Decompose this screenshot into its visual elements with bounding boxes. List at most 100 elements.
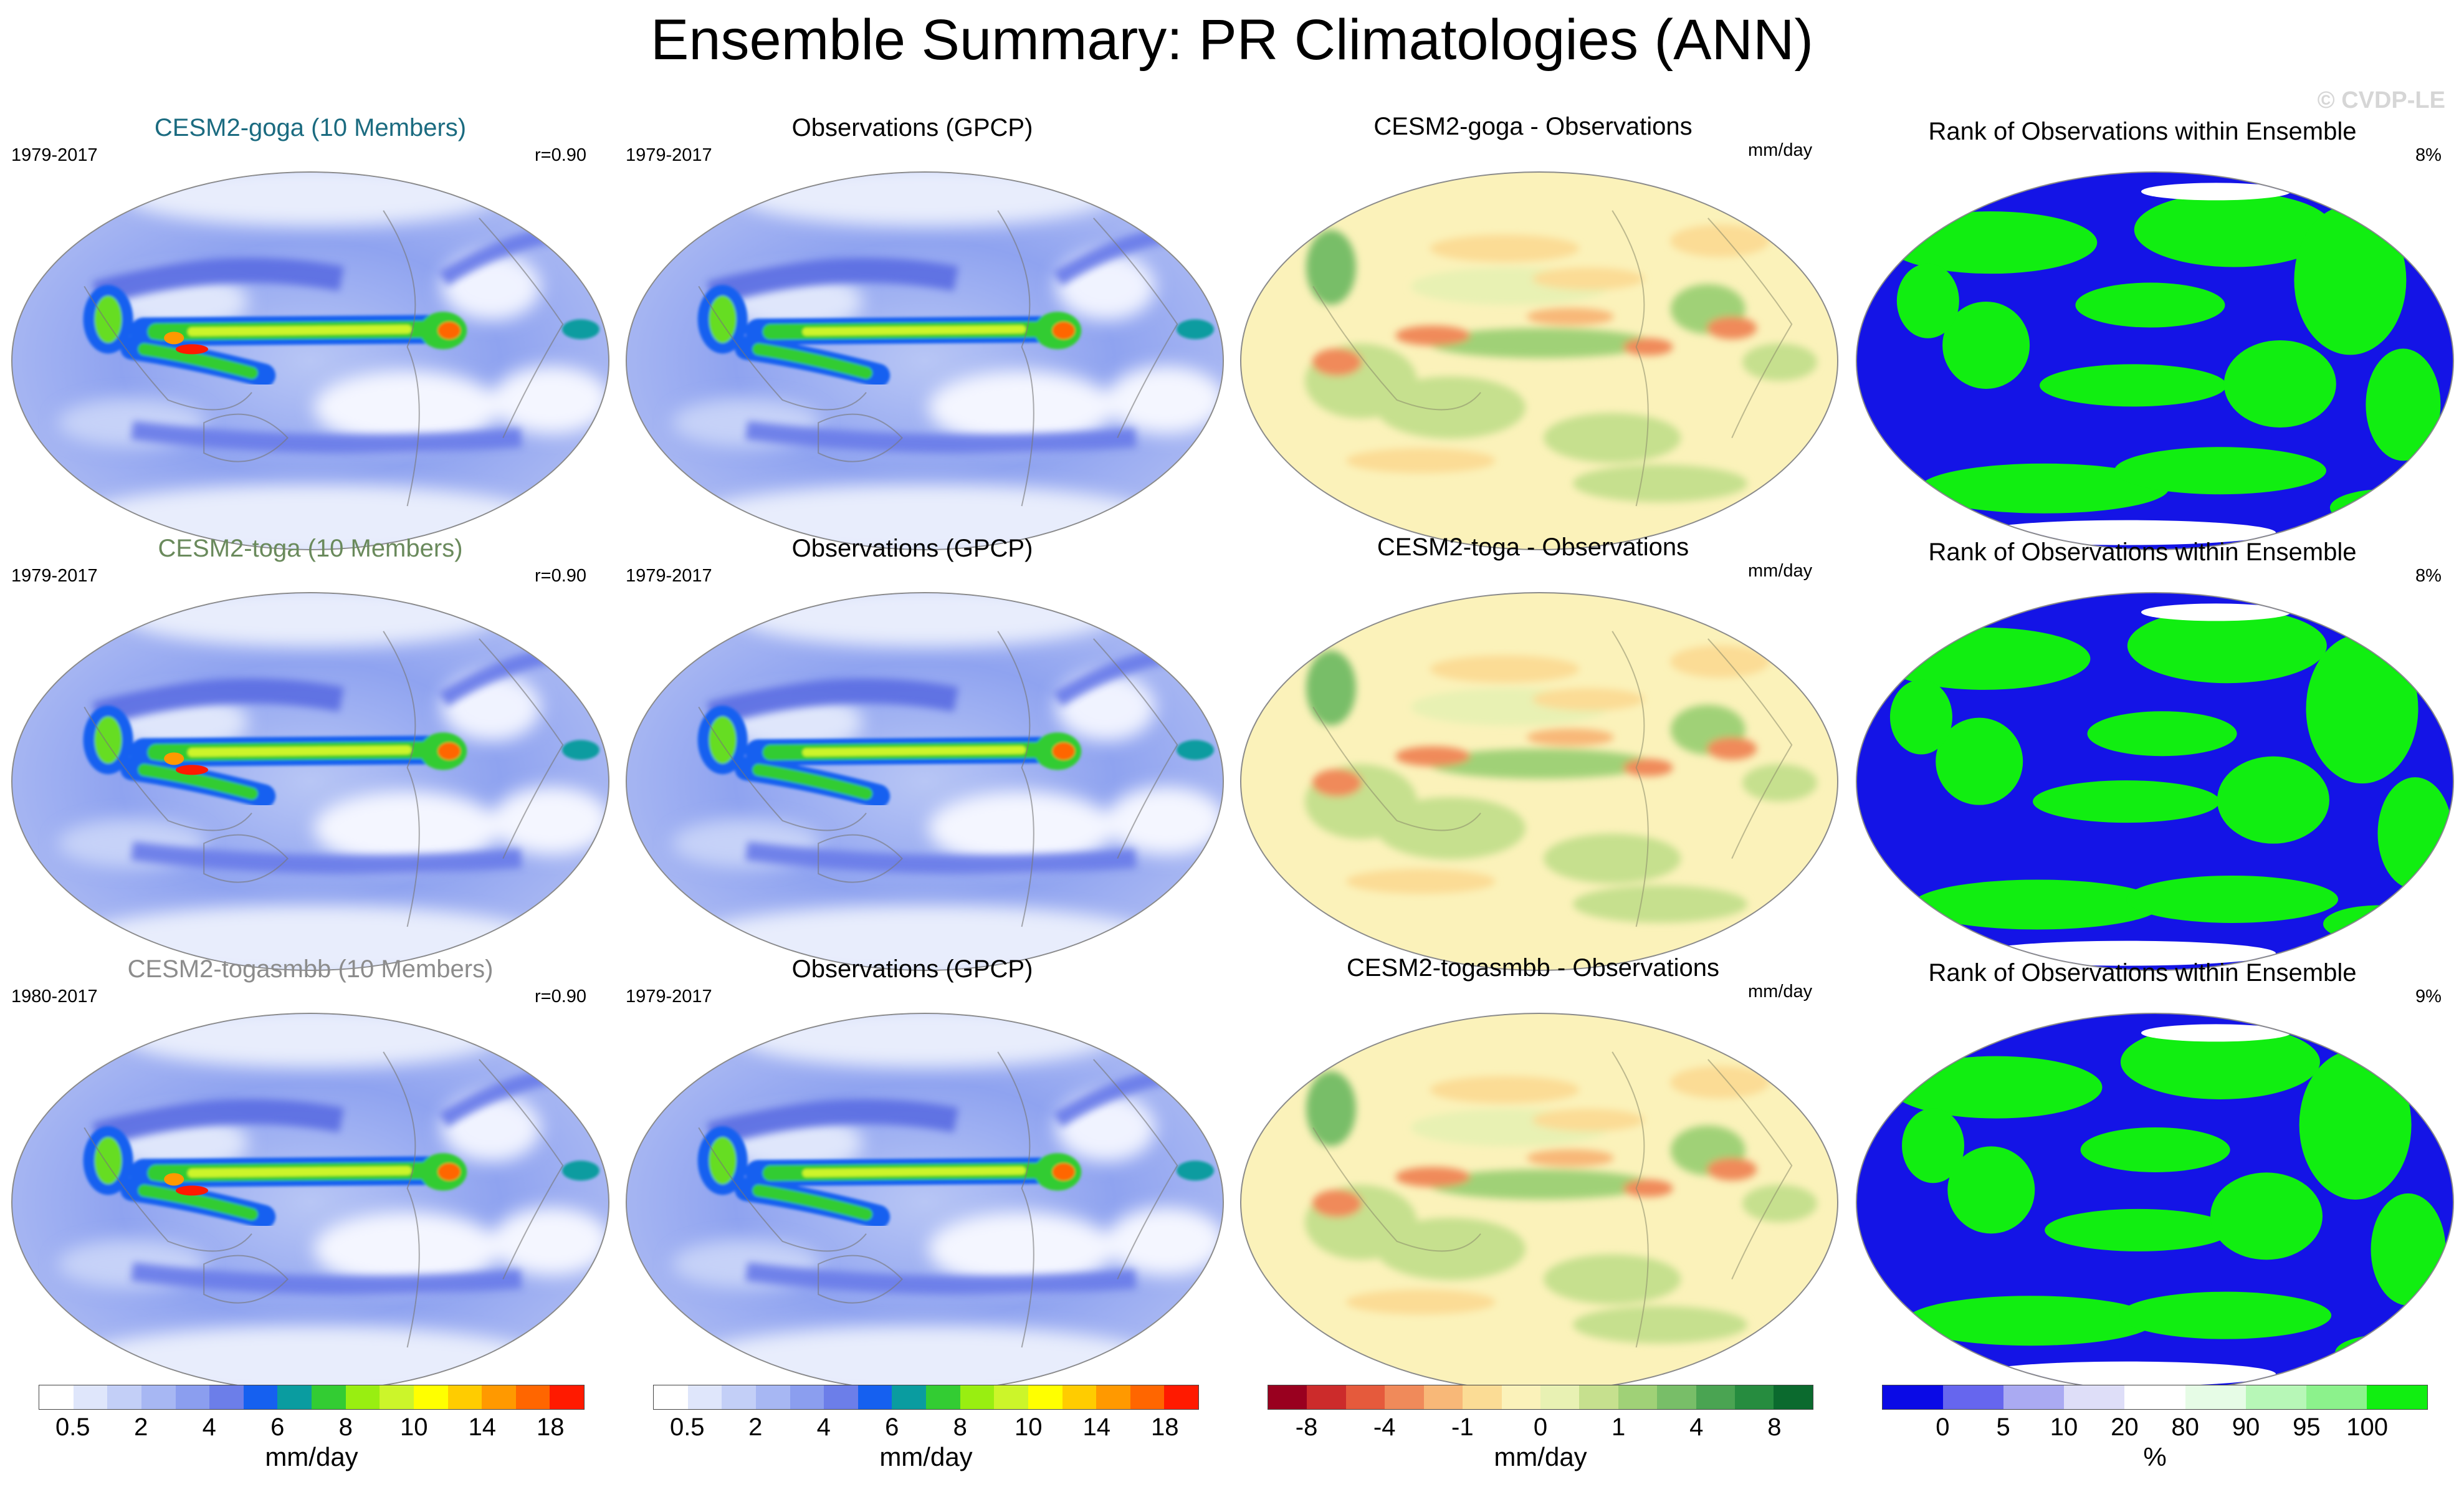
colorbar-swatch	[1657, 1385, 1696, 1409]
colorbar-tick-label: 8	[953, 1413, 967, 1441]
colorbar-tick-label: 5	[1996, 1413, 2010, 1441]
precip-colorbar	[39, 1385, 585, 1410]
rank-colorbar	[1882, 1385, 2428, 1410]
colorbar-tick-label: 0	[1533, 1413, 1548, 1441]
colorbar-tick-label: 8	[338, 1413, 353, 1441]
colorbar-tick-label: 4	[202, 1413, 216, 1441]
obs-title: Observations (GPCP)	[791, 955, 1033, 983]
colorbar-swatch	[413, 1385, 448, 1409]
colorbar-swatch	[2124, 1385, 2185, 1409]
ens-correlation: r=0.90	[535, 566, 587, 586]
colorbar-units: %	[2143, 1442, 2167, 1471]
observations-map	[626, 1013, 1224, 1392]
colorbar-tick-label: 8	[1767, 1413, 1782, 1441]
colorbar-swatch	[1618, 1385, 1658, 1409]
colorbar-tick-label: 80	[2171, 1413, 2199, 1441]
colorbar-swatch	[2064, 1385, 2125, 1409]
diff-title: CESM2-togasmbb - Observations	[1346, 954, 1719, 982]
colorbar-tick-label: 4	[1689, 1413, 1704, 1441]
colorbar-tick-label: 10	[1015, 1413, 1043, 1441]
observations-map	[626, 592, 1224, 971]
colorbar-tick-label: 14	[468, 1413, 497, 1441]
difference-map	[1240, 592, 1838, 971]
colorbar-swatch	[1943, 1385, 2004, 1409]
ensemble-mean-map	[11, 592, 609, 971]
colorbar-tick-label: 6	[270, 1413, 285, 1441]
colorbar-units: mm/day	[265, 1442, 358, 1471]
rank-percent: 8%	[2415, 566, 2442, 586]
obs-years: 1979-2017	[626, 145, 712, 165]
rank-map	[1856, 171, 2454, 550]
colorbar-swatch	[1774, 1385, 1813, 1409]
colorbar-tick-label: 1	[1612, 1413, 1626, 1441]
colorbar-swatch	[755, 1385, 790, 1409]
colorbar-swatch	[141, 1385, 176, 1409]
colorbar-swatch	[1463, 1385, 1502, 1409]
colorbar-tick-label: 0.5	[669, 1413, 705, 1441]
colorbar-swatch	[380, 1385, 414, 1409]
colorbar-swatch	[687, 1385, 722, 1409]
rank-title: Rank of Observations within Ensemble	[1928, 538, 2357, 566]
colorbar-tick-label: 20	[2111, 1413, 2139, 1441]
colorbar-tick-label: -4	[1373, 1413, 1396, 1441]
colorbar-tick-label: 18	[537, 1413, 565, 1441]
obs-years: 1979-2017	[626, 987, 712, 1006]
colorbar-swatch	[1735, 1385, 1774, 1409]
colorbar-swatch	[1130, 1385, 1165, 1409]
colorbar-swatch	[550, 1385, 584, 1409]
colorbar-tick-label: 18	[1151, 1413, 1179, 1441]
colorbar-swatch	[175, 1385, 210, 1409]
colorbar-swatch	[345, 1385, 380, 1409]
difference-map	[1240, 1013, 1838, 1392]
ens-years: 1980-2017	[11, 987, 98, 1006]
colorbar-swatch	[892, 1385, 926, 1409]
colorbar-swatch	[1028, 1385, 1062, 1409]
colorbar-tick-label: 0	[1936, 1413, 1950, 1441]
obs-years: 1979-2017	[626, 566, 712, 586]
ens-title: CESM2-toga (10 Members)	[158, 535, 463, 562]
colorbar-swatch	[209, 1385, 244, 1409]
colorbar-units: mm/day	[1494, 1442, 1587, 1471]
colorbar-swatch	[2366, 1385, 2427, 1409]
colorbar-swatch	[2185, 1385, 2246, 1409]
colorbar-swatch	[39, 1385, 74, 1409]
colorbar-swatch	[994, 1385, 1028, 1409]
colorbar-swatch	[243, 1385, 278, 1409]
colorbar-swatch	[722, 1385, 756, 1409]
colorbar-swatch	[73, 1385, 108, 1409]
colorbar-tick-label: 10	[400, 1413, 428, 1441]
colorbar-tick-label: 6	[885, 1413, 899, 1441]
diff-title: CESM2-goga - Observations	[1373, 113, 1693, 140]
colorbar-swatch	[960, 1385, 995, 1409]
obs-precip-colorbar	[653, 1385, 1199, 1410]
colorbar-swatch	[1579, 1385, 1618, 1409]
ensemble-mean-map	[11, 171, 609, 550]
colorbar-swatch	[654, 1385, 688, 1409]
diff-title: CESM2-toga - Observations	[1377, 533, 1689, 561]
ens-years: 1979-2017	[11, 145, 98, 165]
rank-percent: 9%	[2415, 987, 2442, 1006]
colorbar-tick-label: 14	[1082, 1413, 1111, 1441]
ens-title: CESM2-togasmbb (10 Members)	[127, 955, 494, 983]
colorbar-swatch	[1501, 1385, 1540, 1409]
obs-title: Observations (GPCP)	[791, 114, 1033, 141]
colorbar-tick-label: 90	[2232, 1413, 2260, 1441]
ensemble-mean-map	[11, 1013, 609, 1392]
rank-map	[1856, 592, 2454, 971]
diff-units: mm/day	[1748, 982, 1813, 1002]
colorbar-swatch	[1345, 1385, 1385, 1409]
diff-units: mm/day	[1748, 140, 1813, 160]
colorbar-swatch	[2003, 1385, 2065, 1409]
ens-title: CESM2-goga (10 Members)	[154, 114, 467, 141]
colorbar-swatch	[824, 1385, 858, 1409]
colorbar-swatch	[2306, 1385, 2367, 1409]
obs-title: Observations (GPCP)	[791, 535, 1033, 562]
colorbar-swatch	[1883, 1385, 1944, 1409]
colorbar-swatch	[2245, 1385, 2306, 1409]
colorbar-tick-label: 95	[2293, 1413, 2321, 1441]
diff-units: mm/day	[1748, 561, 1813, 581]
colorbar-units: mm/day	[879, 1442, 973, 1471]
colorbar-tick-label: 0.5	[55, 1413, 90, 1441]
colorbar-tick-label: 10	[2050, 1413, 2078, 1441]
diff-colorbar	[1268, 1385, 1813, 1410]
